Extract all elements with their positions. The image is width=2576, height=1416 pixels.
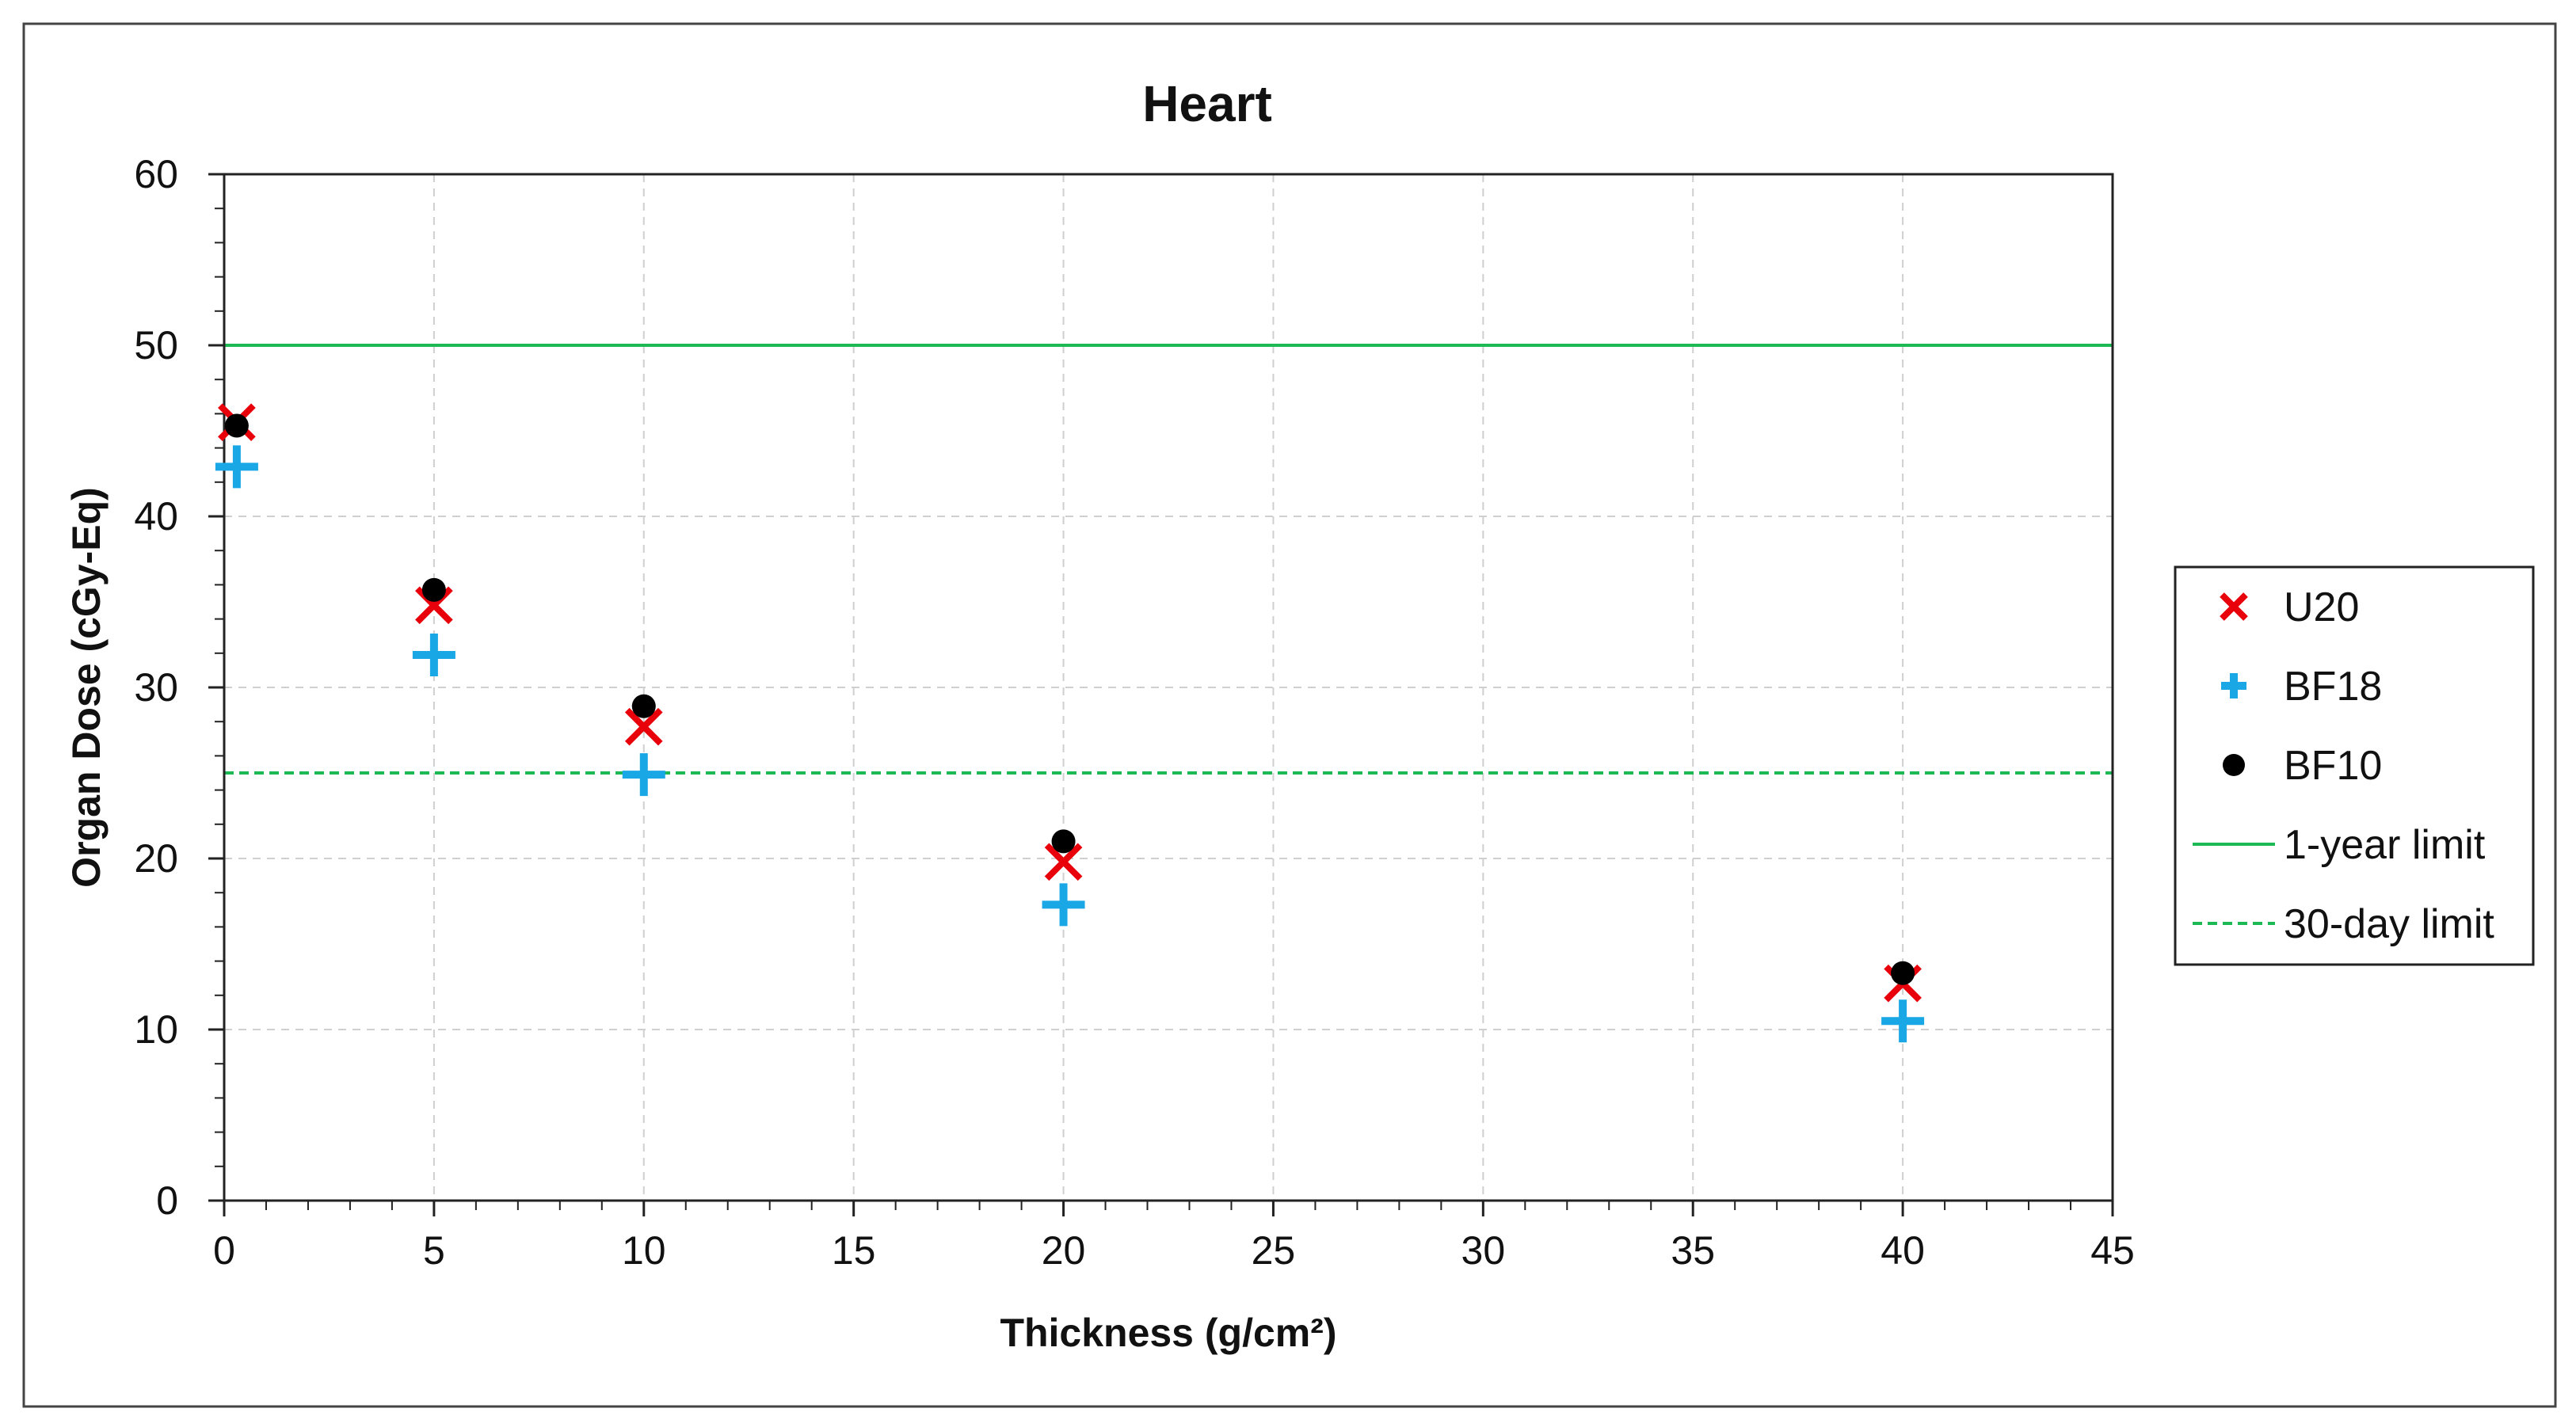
x-tick-label: 10: [622, 1228, 666, 1273]
x-tick-label: 20: [1042, 1228, 1086, 1273]
chart-title: Heart: [1142, 75, 1272, 132]
x-tick-label: 40: [1881, 1228, 1925, 1273]
bf10-point: [421, 577, 446, 602]
x-tick-label: 0: [213, 1228, 235, 1273]
legend-u20-label: U20: [2284, 584, 2359, 630]
bf18-point: [215, 445, 258, 489]
x-axis-label: Thickness (g/cm²): [1000, 1311, 1336, 1355]
legend-one-year-label: 1-year limit: [2284, 822, 2486, 868]
y-tick-label: 30: [134, 665, 178, 710]
u20-point: [415, 586, 453, 625]
x-tick-label: 15: [832, 1228, 876, 1273]
data-points: [215, 403, 1925, 1043]
u20-point: [624, 707, 663, 746]
legend-thirty-day-label: 30-day limit: [2284, 901, 2494, 947]
x-tick-label: 25: [1252, 1228, 1296, 1273]
y-tick-label: 0: [156, 1178, 178, 1223]
y-tick-label: 10: [134, 1007, 178, 1052]
bf18-point: [412, 633, 455, 676]
y-tick-label: 60: [134, 152, 178, 196]
bf18-point: [1881, 999, 1925, 1043]
bf18-point: [622, 753, 665, 797]
axes: 0 5 10 15 20 25 30 35 40 45 0 10 20 30 40 50 60: [134, 152, 2134, 1273]
bf10-point: [1051, 829, 1076, 854]
bf10-point: [1891, 961, 1915, 985]
figure-frame: [22, 22, 2557, 1408]
bf10-point: [631, 694, 656, 718]
x-tick-label: 45: [2090, 1228, 2135, 1273]
x-tick-label: 35: [1671, 1228, 1715, 1273]
bf10-point: [224, 413, 249, 438]
reference-lines: [224, 344, 2113, 775]
legend-bf18-marker: [2221, 673, 2246, 698]
bf18-point: [1042, 883, 1085, 927]
legend-bf10-label: BF10: [2284, 743, 2382, 789]
legend-bf18-label: BF18: [2284, 664, 2382, 710]
x-tick-label: 30: [1461, 1228, 1506, 1273]
legend-bf10-marker: [2223, 754, 2245, 776]
legend-u20-marker: [2220, 592, 2248, 621]
y-tick-label: 40: [134, 494, 178, 539]
x-tick-label: 5: [423, 1228, 445, 1273]
u20-point: [1044, 843, 1083, 881]
y-tick-label: 20: [134, 836, 178, 881]
legend: U20 BF18 BF10 1-year limit 30-day limit: [2174, 565, 2535, 966]
y-tick-label: 50: [134, 323, 178, 367]
y-axis-label: Organ Dose (cGy-Eq): [64, 487, 109, 888]
